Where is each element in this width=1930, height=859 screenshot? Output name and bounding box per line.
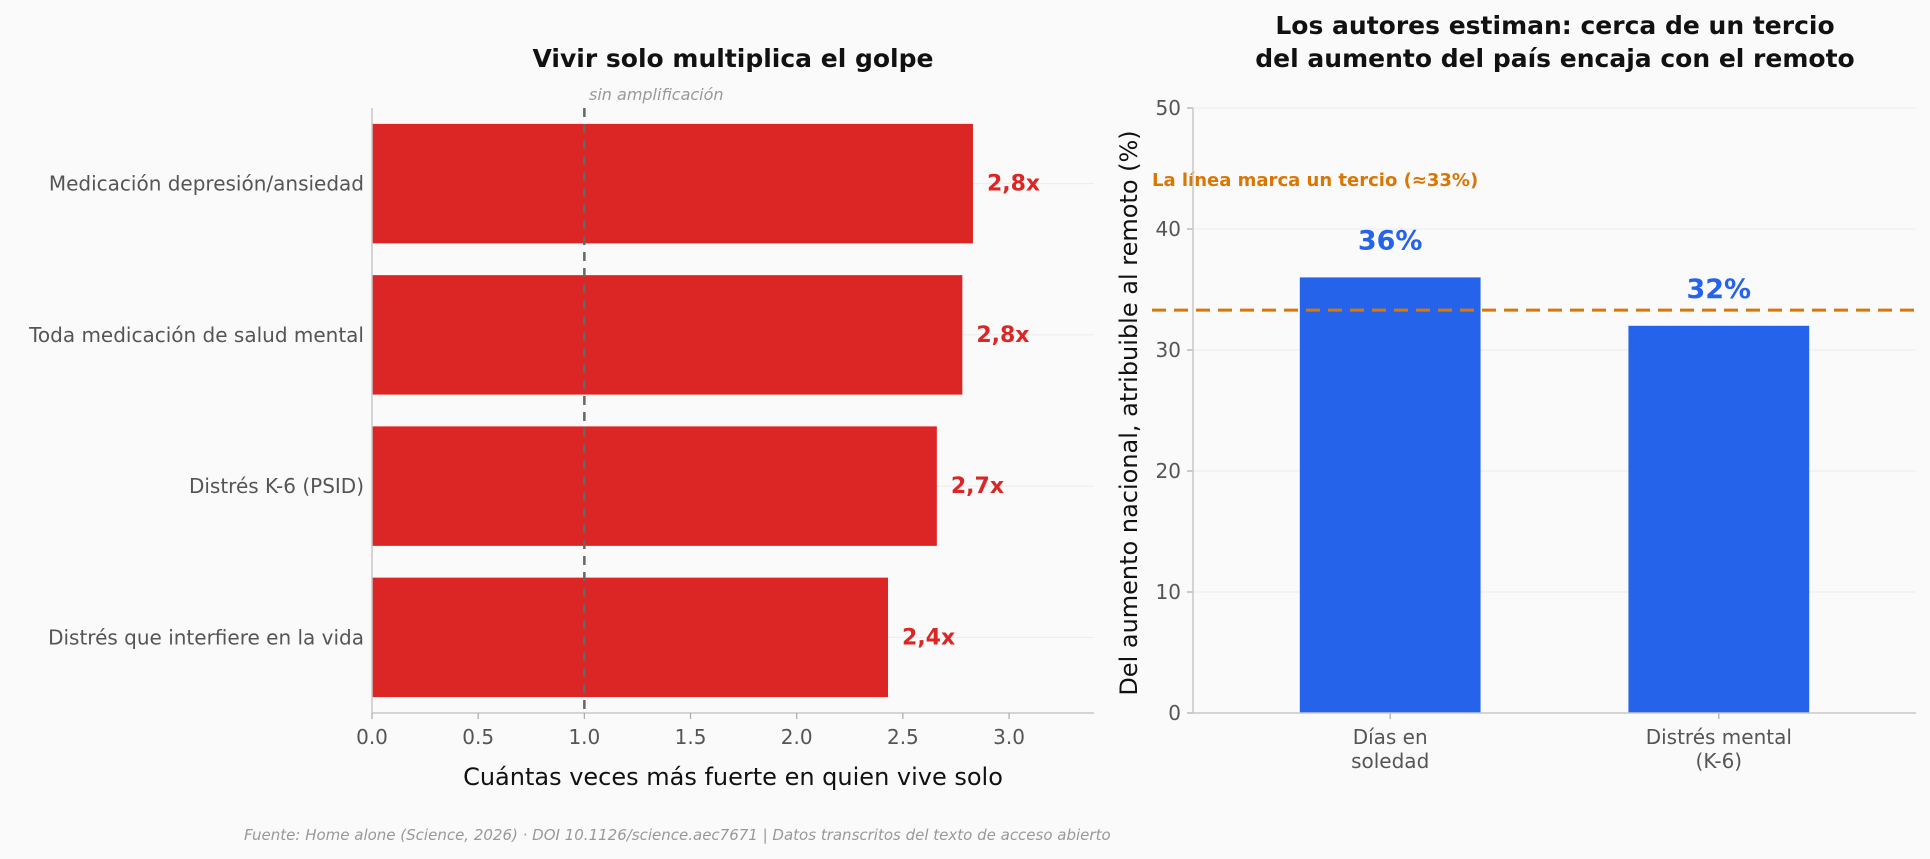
- category-label: Distrés que interfiere en la vida: [48, 625, 364, 649]
- source-footnote: Fuente: Home alone (Science, 2026) · DOI…: [244, 826, 1111, 844]
- bar-value-label: 2,4x: [902, 625, 955, 650]
- y-tick-label: 20: [1156, 459, 1181, 483]
- reference-line-note: sin amplificación: [589, 85, 724, 104]
- bar-1: [1299, 277, 1481, 713]
- x-tick-label: 0.5: [462, 725, 494, 749]
- left-x-axis-label: Cuántas veces más fuerte en quien vive s…: [463, 763, 1003, 791]
- bar-2: [372, 275, 963, 395]
- y-tick-label: 10: [1156, 580, 1181, 604]
- category-label: Medicación depresión/ansiedad: [49, 172, 364, 196]
- bar-value-label: 2,8x: [987, 172, 1040, 197]
- y-tick-label: 0: [1168, 701, 1181, 725]
- right-y-axis-label: Del aumento nacional, atribuible al remo…: [1115, 130, 1143, 695]
- bar-value-label: 36%: [1358, 225, 1423, 256]
- x-tick-label: 0.0: [356, 725, 388, 749]
- category-label: Distrés K-6 (PSID): [189, 474, 364, 498]
- x-tick-label: 2.5: [887, 725, 919, 749]
- bar-4: [372, 577, 889, 698]
- x-tick-label: 3.0: [993, 725, 1025, 749]
- bar-2: [1628, 325, 1810, 713]
- y-tick-label: 40: [1156, 217, 1181, 241]
- bar-value-label: 32%: [1686, 274, 1751, 305]
- y-tick-label: 50: [1156, 96, 1181, 120]
- bar-1: [372, 123, 973, 244]
- category-label: Toda medicación de salud mental: [28, 323, 364, 347]
- left-chart-title: Vivir solo multiplica el golpe: [533, 44, 934, 73]
- right-chart-title-line-1: Los autores estiman: cerca de un tercio: [1275, 11, 1834, 40]
- x-tick-label: 2.0: [781, 725, 813, 749]
- x-tick-label: 1.5: [675, 725, 707, 749]
- bar-value-label: 2,8x: [976, 323, 1029, 348]
- one-third-line-note: La línea marca un tercio (≈33%): [1152, 170, 1478, 191]
- category-label: Días en: [1353, 725, 1428, 749]
- bar-3: [372, 426, 937, 546]
- right-chart-title-line-2: del aumento del país encaja con el remot…: [1255, 44, 1854, 73]
- category-label: Distrés mental: [1646, 725, 1792, 749]
- y-tick-label: 30: [1156, 338, 1181, 362]
- x-tick-label: 1.0: [568, 725, 600, 749]
- category-label: (K-6): [1696, 749, 1743, 773]
- bar-value-label: 2,7x: [951, 474, 1004, 499]
- category-label: soledad: [1351, 749, 1429, 773]
